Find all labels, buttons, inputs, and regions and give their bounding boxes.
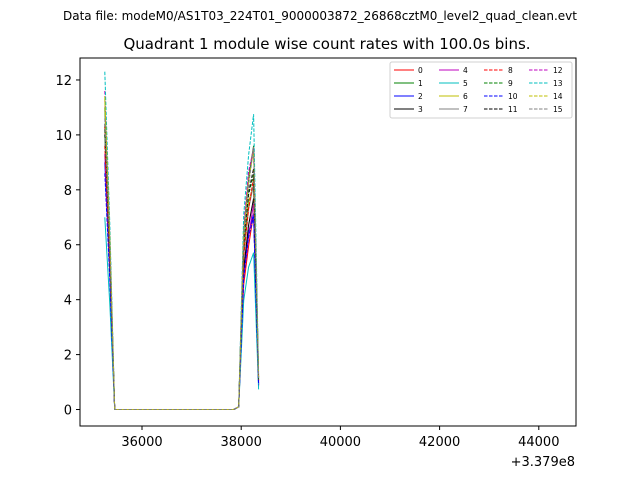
series-line-4 bbox=[104, 154, 260, 410]
legend-label-5: 5 bbox=[463, 79, 468, 88]
series-line-0 bbox=[104, 126, 260, 410]
legend-box bbox=[389, 61, 573, 119]
legend-label-8: 8 bbox=[508, 66, 513, 75]
series-line-8 bbox=[104, 145, 260, 410]
legend-label-0: 0 bbox=[418, 66, 423, 75]
chart-suptitle: Data file: modeM0/AS1T03_224T01_90000038… bbox=[63, 9, 577, 23]
legend-label-15: 15 bbox=[553, 105, 563, 114]
legend-label-12: 12 bbox=[553, 66, 563, 75]
y-tick-label: 8 bbox=[64, 184, 72, 199]
series-layer bbox=[104, 71, 260, 410]
legend-label-14: 14 bbox=[553, 92, 563, 101]
y-tick-label: 6 bbox=[64, 239, 72, 254]
legend-label-6: 6 bbox=[463, 92, 468, 101]
series-line-1 bbox=[104, 107, 260, 410]
chart-title: Quadrant 1 module wise count rates with … bbox=[123, 35, 530, 53]
series-line-14 bbox=[104, 96, 260, 410]
series-line-7 bbox=[104, 134, 260, 410]
x-tick-label: 36000 bbox=[121, 435, 162, 450]
legend-label-9: 9 bbox=[508, 79, 513, 88]
series-line-2 bbox=[104, 162, 260, 410]
x-tick-label: 40000 bbox=[320, 435, 361, 450]
x-tick-label: 38000 bbox=[221, 435, 262, 450]
plot-frame bbox=[79, 57, 577, 427]
series-line-12 bbox=[104, 90, 260, 410]
legend-label-4: 4 bbox=[463, 66, 468, 75]
legend-label-3: 3 bbox=[418, 105, 423, 114]
legend-label-13: 13 bbox=[553, 79, 563, 88]
legend-label-1: 1 bbox=[418, 79, 423, 88]
x-tick-label: 44000 bbox=[518, 435, 559, 450]
legend-label-7: 7 bbox=[463, 105, 468, 114]
series-line-3 bbox=[104, 134, 260, 410]
x-offset-label: +3.379e8 bbox=[511, 455, 575, 470]
series-line-6 bbox=[104, 99, 260, 410]
y-tick-label: 12 bbox=[55, 74, 72, 89]
series-line-11 bbox=[104, 123, 260, 410]
x-tick-label: 42000 bbox=[419, 435, 460, 450]
series-line-10 bbox=[104, 173, 260, 410]
legend-label-2: 2 bbox=[418, 92, 423, 101]
y-tick-label: 0 bbox=[64, 404, 72, 419]
series-line-5 bbox=[104, 217, 260, 410]
series-line-13 bbox=[104, 71, 260, 410]
y-tick-label: 10 bbox=[55, 129, 72, 144]
legend-label-11: 11 bbox=[508, 105, 518, 114]
y-tick-label: 4 bbox=[64, 294, 72, 309]
y-tick-label: 2 bbox=[64, 349, 72, 364]
series-line-9 bbox=[104, 129, 260, 410]
legend-label-10: 10 bbox=[508, 92, 518, 101]
series-line-15 bbox=[104, 118, 260, 410]
